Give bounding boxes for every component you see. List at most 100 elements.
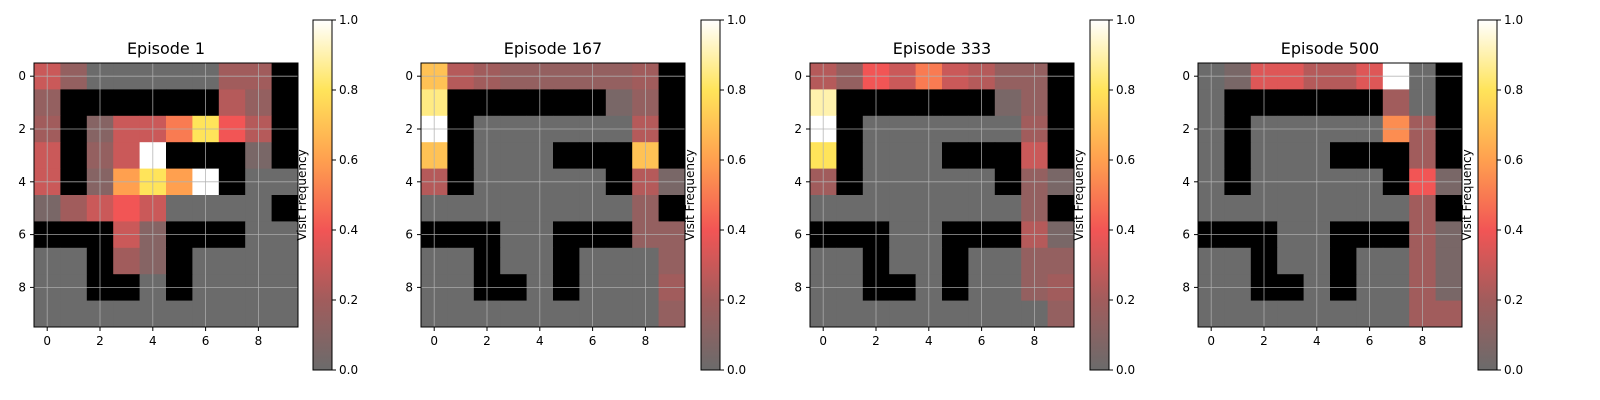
heatmap-cell [605,195,633,222]
y-tick-label: 6 [18,228,26,242]
colorbar-tick-label: 0.8 [727,83,746,97]
heatmap-cell [218,247,246,275]
heatmap-cell [60,300,88,328]
wall-cell [553,89,580,117]
heatmap-cell [218,89,246,117]
wall-cell [836,142,864,169]
wall-cell [271,195,299,222]
heatmap-cell [942,300,969,328]
wall-cell [889,89,916,117]
heatmap-panel-1: Episode 1 0 2 4 6 8 0 2 4 6 8 [18,39,299,348]
panel-title: Episode 1 [127,39,205,58]
heatmap-cell [166,300,193,328]
y-tick-label: 4 [405,175,413,189]
heatmap-cell [500,247,527,275]
wall-cell [60,89,88,117]
wall-cell [1330,247,1357,275]
y-tick-label: 2 [794,122,802,136]
colorbar-tick-label: 0.0 [1504,363,1523,377]
colorbar: 0.0 0.2 0.4 0.6 0.8 1.0 Visit Frequency [683,13,746,377]
plot-frame [1197,62,1463,328]
heatmap-cell [1382,89,1410,117]
heatmap-cell [166,195,193,222]
y-tick-label: 8 [794,280,802,294]
colorbar: 0.0 0.2 0.4 0.6 0.8 1.0 Visit Frequency [295,13,358,377]
wall-cell [166,89,193,117]
wall-cell [1224,89,1252,117]
heatmap-cell [889,142,916,169]
heatmap-cell [994,300,1022,328]
heatmap-cell [218,195,246,222]
heatmap-cell [836,195,864,222]
colorbar-gradient [700,19,721,371]
x-tick-label: 2 [1260,334,1268,348]
y-tick-label: 6 [1182,228,1190,242]
colorbar-tick-label: 0.2 [1116,293,1135,307]
heatmap-cell [605,300,633,328]
heatmap-cell [271,247,299,275]
x-tick-label: 4 [1313,334,1321,348]
wall-cell [658,195,686,222]
x-tick-label: 8 [255,334,263,348]
heatmap-cell [1382,300,1410,328]
heatmap-cell [942,195,969,222]
colorbar-tick-label: 0.0 [339,363,358,377]
heatmap-cell [113,195,140,222]
x-tick-label: 6 [589,334,597,348]
heatmap-cell [60,247,88,275]
colorbar-label: Visit Frequency [683,149,697,240]
x-tick-label: 6 [978,334,986,348]
x-tick-label: 0 [43,334,51,348]
wall-cell [60,142,88,169]
wall-cell [942,247,969,275]
y-tick-label: 4 [18,175,26,189]
heatmap-cell [1224,300,1252,328]
panel-title: Episode 167 [504,39,602,58]
colorbar-label: Visit Frequency [1460,149,1474,240]
heatmap-cell [1047,300,1075,328]
wall-cell [1435,195,1463,222]
heatmap-cell [658,247,686,275]
colorbar-tick-label: 1.0 [339,13,358,27]
colorbar-tick-label: 1.0 [1504,13,1523,27]
wall-cell [605,142,633,169]
heatmap-cell [994,89,1022,117]
y-tick-label: 8 [405,280,413,294]
y-tick-label: 0 [1182,69,1190,83]
colorbar-tick-label: 0.2 [1504,293,1523,307]
heatmap-cell [889,247,916,275]
heatmap-panel-3: Episode 333 0 2 4 6 8 0 2 4 6 8 [794,39,1075,348]
x-tick-label: 2 [483,334,491,348]
colorbar-tick-label: 0.4 [1116,223,1135,237]
colorbar-tick-label: 0.8 [339,83,358,97]
colorbar-tick-label: 0.6 [1504,153,1523,167]
y-tick-label: 0 [18,69,26,83]
colorbar: 0.0 0.2 0.4 0.6 0.8 1.0 Visit Frequency [1460,13,1523,377]
heatmap-cell [553,195,580,222]
wall-cell [658,89,686,117]
x-tick-label: 0 [430,334,438,348]
heatmap-cell [1277,247,1304,275]
heatmap-cell [658,300,686,328]
y-tick-label: 2 [1182,122,1190,136]
panel-title: Episode 500 [1281,39,1379,58]
heatmap-cell [218,300,246,328]
colorbar-tick-label: 1.0 [1116,13,1135,27]
colorbar-label: Visit Frequency [1072,149,1086,240]
wall-cell [1382,142,1410,169]
heatmap-cell [1277,142,1304,169]
x-tick-label: 2 [872,334,880,348]
x-tick-label: 6 [202,334,210,348]
colorbar-tick-label: 0.4 [727,223,746,237]
wall-cell [994,142,1022,169]
heatmap-cell [836,247,864,275]
heatmap-cell [500,300,527,328]
wall-cell [271,89,299,117]
wall-cell [553,142,580,169]
heatmap-cell [447,300,475,328]
wall-cell [1047,195,1075,222]
heatmap-cell [553,300,580,328]
y-tick-label: 6 [405,228,413,242]
heatmap-cell [1382,195,1410,222]
